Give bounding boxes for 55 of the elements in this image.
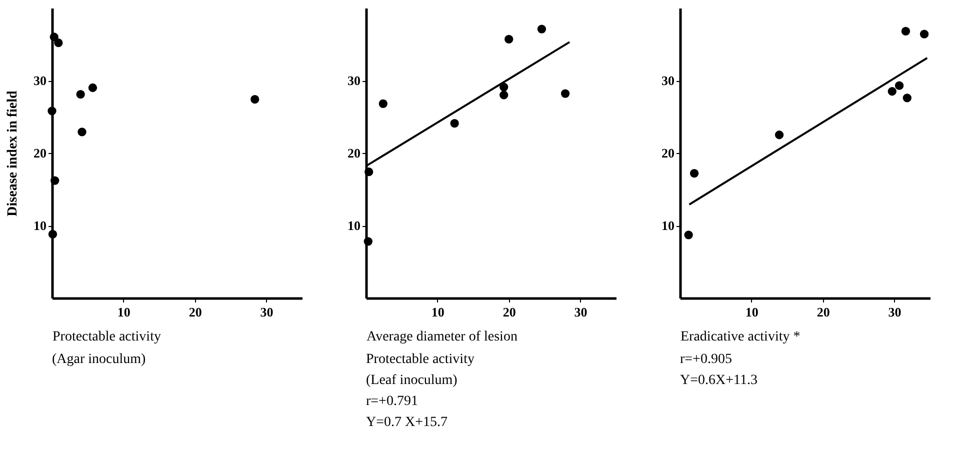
x-axis-title: Eradicative activity * [680,330,800,344]
point [450,118,459,128]
x-tick-label: 30 [888,304,902,320]
point [888,87,896,96]
point [88,83,98,92]
y-tick-label: 10 [34,218,46,233]
text: r=+0.905 [680,352,732,367]
x-tick-label: 10 [431,304,444,320]
point [560,89,570,98]
point [504,34,514,44]
y-tick-label: 30 [662,73,674,88]
y-axis-title: Disease index in field [6,90,20,216]
y-tick-label: 10 [348,218,360,233]
x-tick-label: 20 [188,304,202,320]
y-tick-label: 20 [662,146,674,160]
y-tick-label: 30 [34,73,46,88]
point [48,106,56,116]
point [774,130,784,140]
y-tick-label: 10 [662,218,674,233]
point [684,230,693,240]
text: (Leaf inoculum) [366,373,458,388]
point [894,81,904,90]
point [250,95,260,104]
point [690,168,699,178]
point [48,230,58,239]
point [76,90,85,99]
point [54,38,63,48]
y-tick-label: 20 [348,146,360,160]
text: Y=0.7 X+15.7 [366,415,448,430]
x-tick-label: 30 [574,304,588,320]
x-tick-label: 20 [816,304,830,320]
point [378,99,388,108]
text: Protectable activity [366,352,474,367]
x-tick-label: 20 [502,304,516,320]
point [500,82,508,92]
point [50,176,60,185]
x-tick-label: 10 [745,304,758,320]
point [920,30,929,38]
point [500,90,508,100]
point [50,32,58,42]
point [364,237,372,246]
text: (Agar inoculum) [52,352,146,367]
point [537,24,546,34]
point [901,26,910,36]
text: r=+0.791 [366,394,418,409]
point [78,128,86,136]
text: Y=0.6X+11.3 [680,373,758,388]
y-tick-label: 20 [34,146,46,160]
x-tick-label: 30 [260,304,274,320]
y-tick-label: 30 [348,73,360,88]
point [364,168,374,176]
x-tick-label: 10 [117,304,130,320]
x-axis-title: Average diameter of lesion [366,330,518,344]
point [902,94,912,102]
x-axis-title: Protectable activity [52,330,161,344]
